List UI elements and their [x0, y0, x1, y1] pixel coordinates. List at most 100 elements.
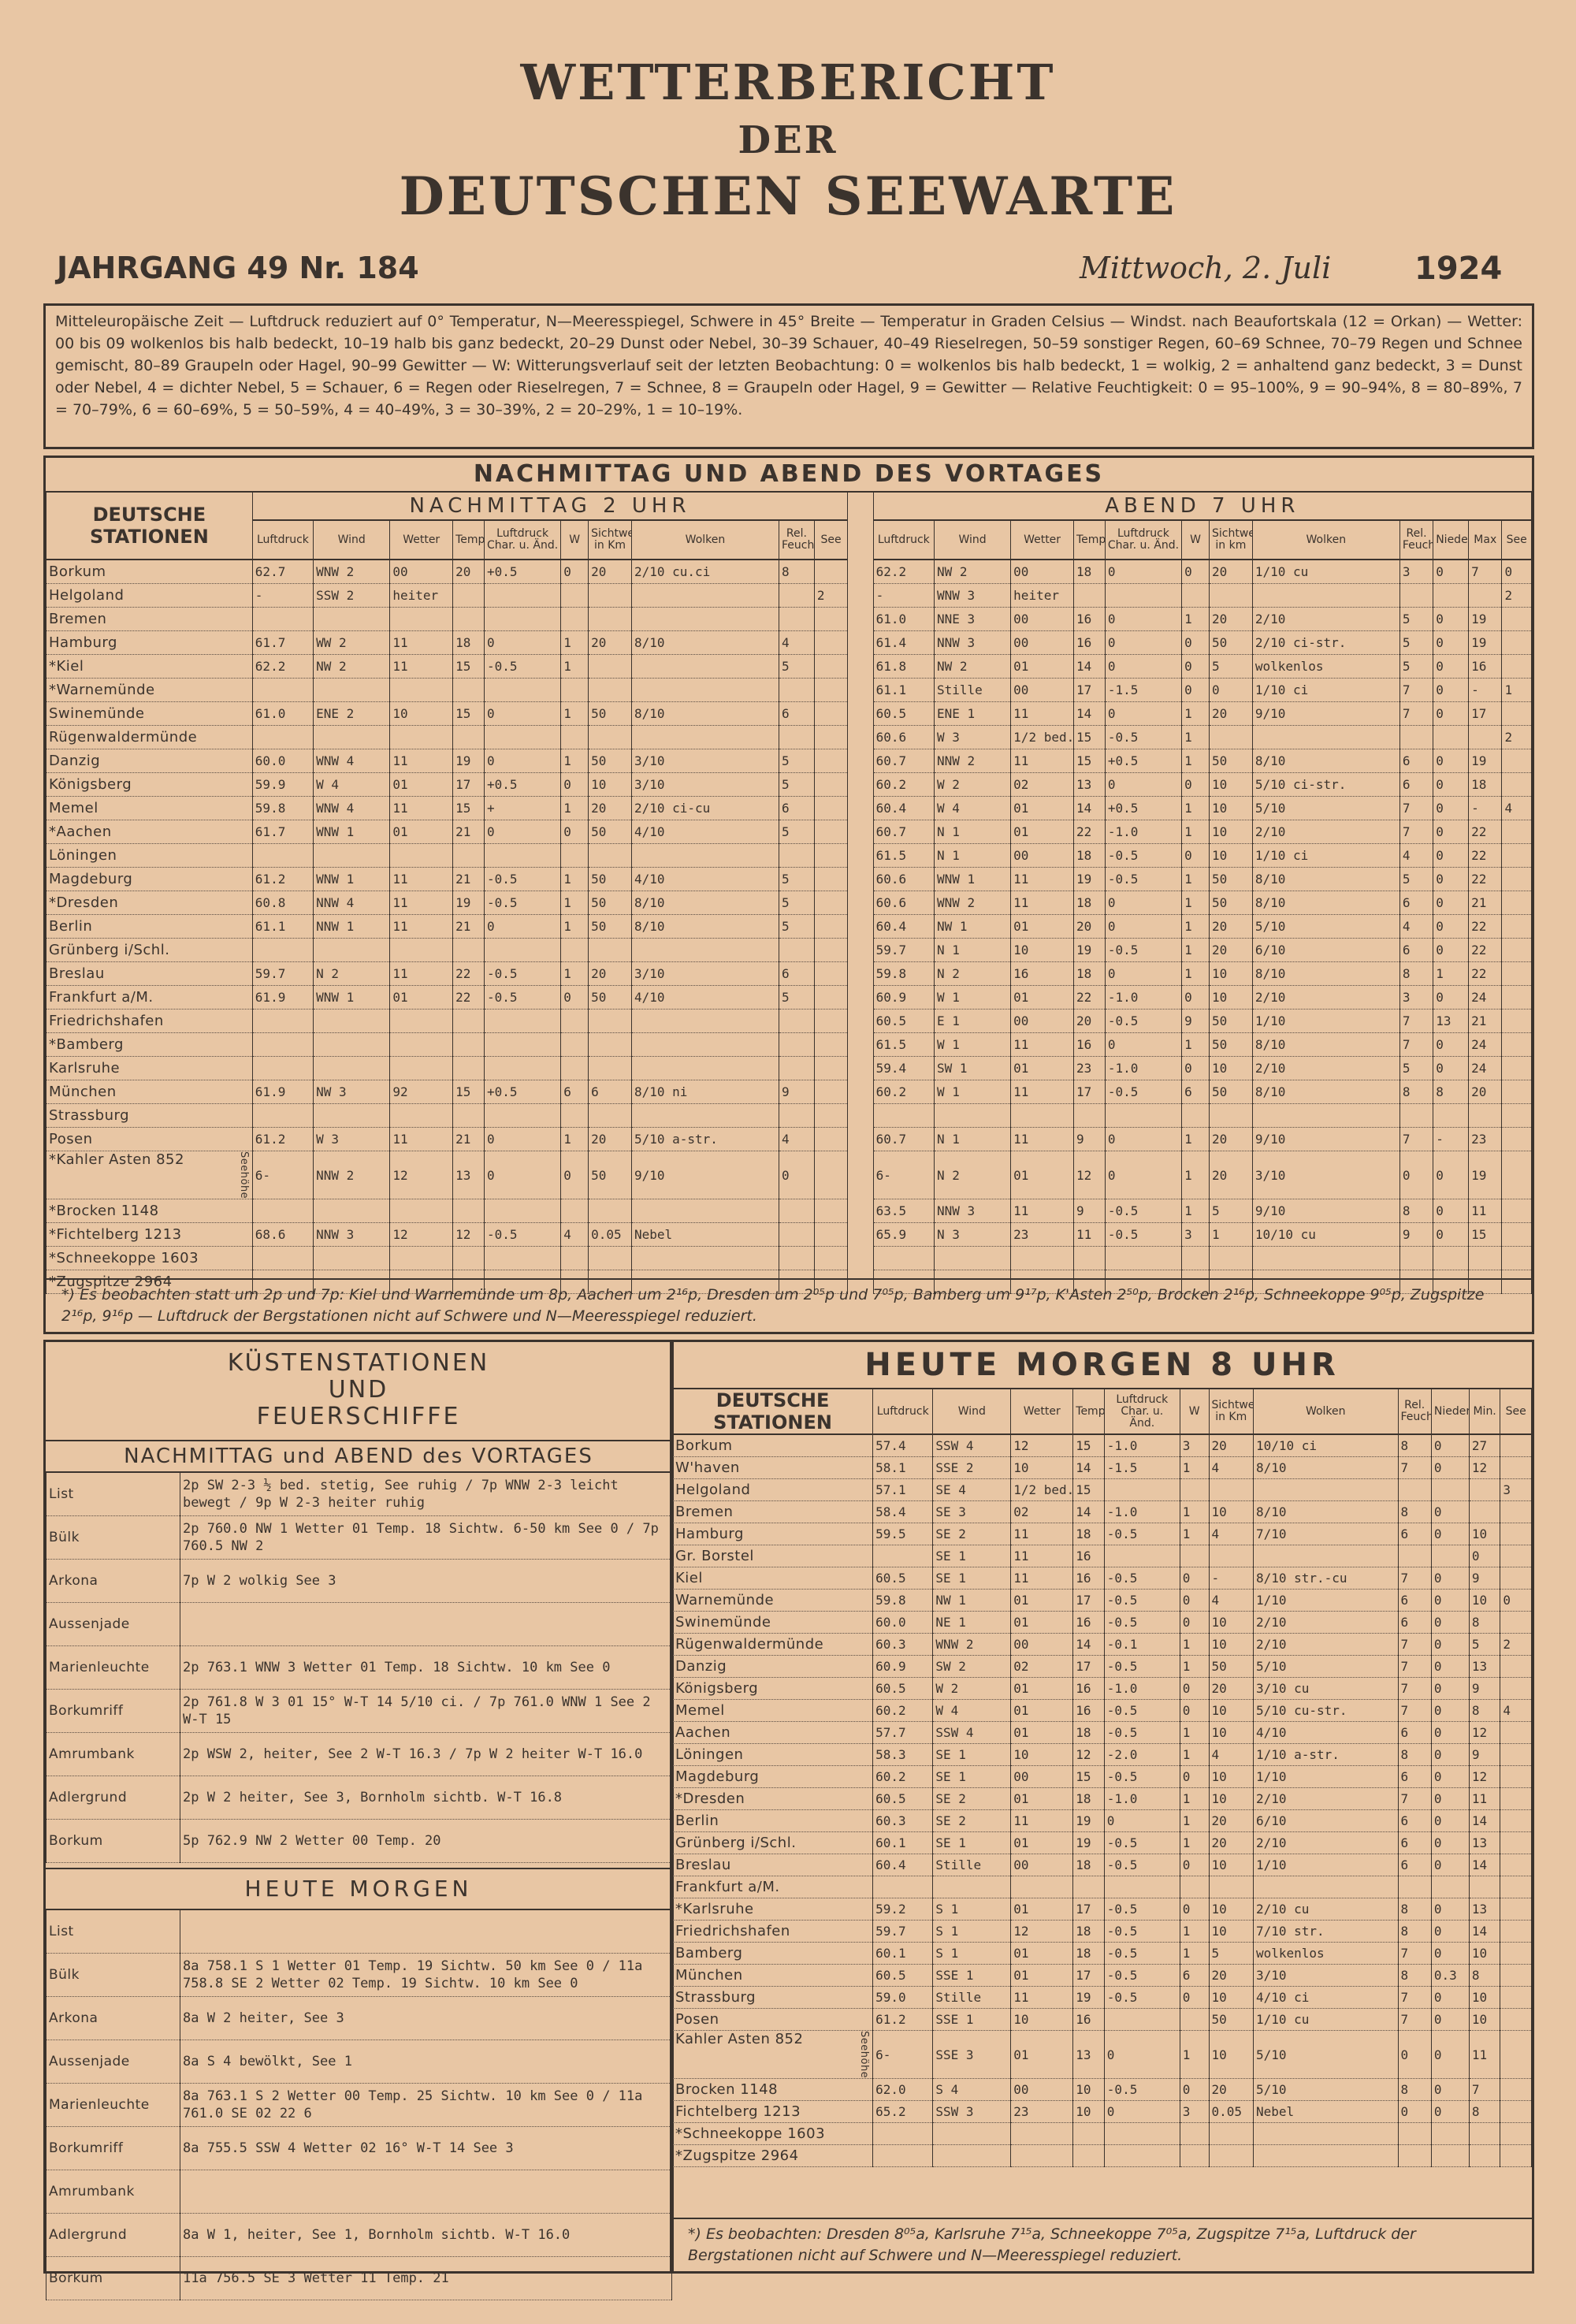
- cell: 12: [1010, 1920, 1074, 1943]
- cell: [588, 1270, 632, 1295]
- cell: 10: [1208, 843, 1253, 868]
- station-row: Magdeburg 61.2 WNW 1 11 21 -0.5 1 50 4/10 5 60.6 WN…: [46, 867, 1532, 891]
- cell: 61.0: [872, 607, 935, 631]
- station-name: Bremen: [671, 1500, 874, 1523]
- cell: Nebel: [630, 1222, 779, 1248]
- cell: 10: [1208, 796, 1253, 820]
- cell: 1: [560, 961, 589, 986]
- cell: 5: [1399, 867, 1434, 891]
- cell: 50: [1208, 749, 1253, 773]
- cell: [452, 1246, 485, 1271]
- cell: 18: [1072, 560, 1106, 584]
- cell: 01: [1010, 820, 1074, 844]
- cell: [1010, 1103, 1074, 1128]
- station-name: Breslau: [46, 961, 253, 986]
- cell: 5: [1399, 630, 1434, 655]
- cell: 1: [1179, 1500, 1210, 1523]
- cell: 60.0: [872, 1611, 934, 1634]
- cell: 61.5: [872, 843, 935, 868]
- station-name: Adlergrund: [46, 2213, 180, 2257]
- cell: [1104, 583, 1183, 608]
- gap: [847, 796, 874, 820]
- cell: [933, 1103, 1012, 1128]
- cell: 8: [778, 560, 815, 584]
- cell: 7: [1399, 1009, 1434, 1033]
- cell: 13: [1468, 1831, 1501, 1854]
- cell: 16: [1072, 1699, 1105, 1722]
- cell: 8: [1399, 1080, 1434, 1104]
- cell: [630, 607, 779, 631]
- cell: 8: [1397, 2078, 1432, 2102]
- column-header: Sichtweite in Km: [1208, 1389, 1254, 1435]
- cell: 60.4: [872, 1854, 934, 1876]
- cell: SE 4: [932, 1478, 1012, 1501]
- cell: 0: [1399, 1151, 1434, 1200]
- cell: 0: [1430, 1567, 1470, 1590]
- cell: 20: [588, 961, 632, 986]
- cell: 14: [1072, 796, 1106, 820]
- station-name: Borkum: [46, 2256, 180, 2300]
- station-name: Brocken 1148: [671, 2078, 874, 2102]
- station-row: Löningen 58.3 SE 1 10 12 -2.0 1 4 1/10 a-str. 8 0 9: [671, 1743, 1532, 1766]
- cell: [1501, 1127, 1532, 1151]
- coastal-row: Arkona 7p W 2 wolkig See 3: [46, 1559, 672, 1603]
- cell: 02: [1010, 1655, 1074, 1678]
- cell: 1: [1208, 1222, 1253, 1248]
- station-row: *Dresden 60.8 NNW 4 11 19 -0.5 1 50 8/10 5 60.6 WNW…: [46, 891, 1532, 915]
- cell: 62.7: [251, 560, 314, 584]
- station-row: Aachen 57.7 SSW 4 01 18 -0.5 1 10 4/10 6 0 12: [671, 1721, 1532, 1744]
- cell: 0: [483, 701, 562, 726]
- footnote: *) Es beobachten: Dresden 8⁰⁵a, Karlsruh…: [672, 2218, 1532, 2271]
- cell: [1468, 725, 1503, 749]
- station-row: *Dresden 60.5 SE 2 01 18 -1.0 1 10 2/10 7 0 11: [671, 1787, 1532, 1810]
- cell: 11: [1010, 1523, 1074, 1545]
- cell: [1208, 2144, 1254, 2168]
- cell: SE 2: [932, 1787, 1012, 1810]
- cell: [813, 1056, 849, 1080]
- cell: 20: [1208, 1677, 1254, 1700]
- cell: 8/10: [630, 891, 779, 915]
- cell: 11: [1468, 1787, 1501, 1810]
- cell: -0.5: [1103, 1655, 1180, 1678]
- cell: 10: [1010, 1456, 1074, 1479]
- cell: [1399, 583, 1434, 608]
- cell: 19: [1072, 938, 1106, 962]
- cell: [1501, 891, 1532, 915]
- cell: 12: [1010, 1434, 1074, 1457]
- cell: 6: [1181, 1080, 1210, 1104]
- cell: [1010, 1876, 1074, 1898]
- cell: 9: [1181, 1009, 1210, 1033]
- cell: 10: [1208, 1898, 1254, 1921]
- cell: 6: [778, 701, 815, 726]
- cell: [1103, 2008, 1180, 2031]
- cell: [251, 1009, 314, 1033]
- cell: 6: [1399, 749, 1434, 773]
- cell: 22: [1468, 914, 1503, 939]
- cell: [1251, 1103, 1400, 1128]
- cell: 5: [778, 914, 815, 939]
- cell: NW 1: [933, 914, 1012, 939]
- cell: [1179, 1478, 1210, 1501]
- station-name: *Warnemünde: [46, 678, 253, 702]
- cell: 22: [1468, 820, 1503, 844]
- cell: 57.1: [872, 1478, 934, 1501]
- cell: 0: [1430, 1589, 1470, 1612]
- cell: SE 1: [932, 1765, 1012, 1788]
- cell: 01: [389, 820, 454, 844]
- cell: [1500, 2008, 1532, 2031]
- cell: [389, 938, 454, 962]
- cell: 18: [1072, 961, 1106, 986]
- cell: 15: [1072, 1478, 1105, 1501]
- cell: [1208, 1545, 1254, 1567]
- cell: 10: [1208, 2030, 1254, 2080]
- station-row: Löningen 61.5 N 1 00 18 -0.5 0 10 1/10 ci 4 0 22: [46, 843, 1532, 868]
- cell: [813, 1199, 849, 1224]
- cell: 8: [1397, 1743, 1432, 1766]
- cell: heiter: [1010, 583, 1074, 608]
- cell: 62.2: [872, 560, 935, 584]
- cell: 11: [1010, 867, 1074, 891]
- cell: SE 3: [932, 1500, 1012, 1523]
- cell: 50: [1208, 1655, 1254, 1678]
- cell: 60.5: [872, 1677, 934, 1700]
- report: 8a 758.1 S 1 Wetter 01 Temp. 19 Sichtw. …: [180, 1953, 672, 1997]
